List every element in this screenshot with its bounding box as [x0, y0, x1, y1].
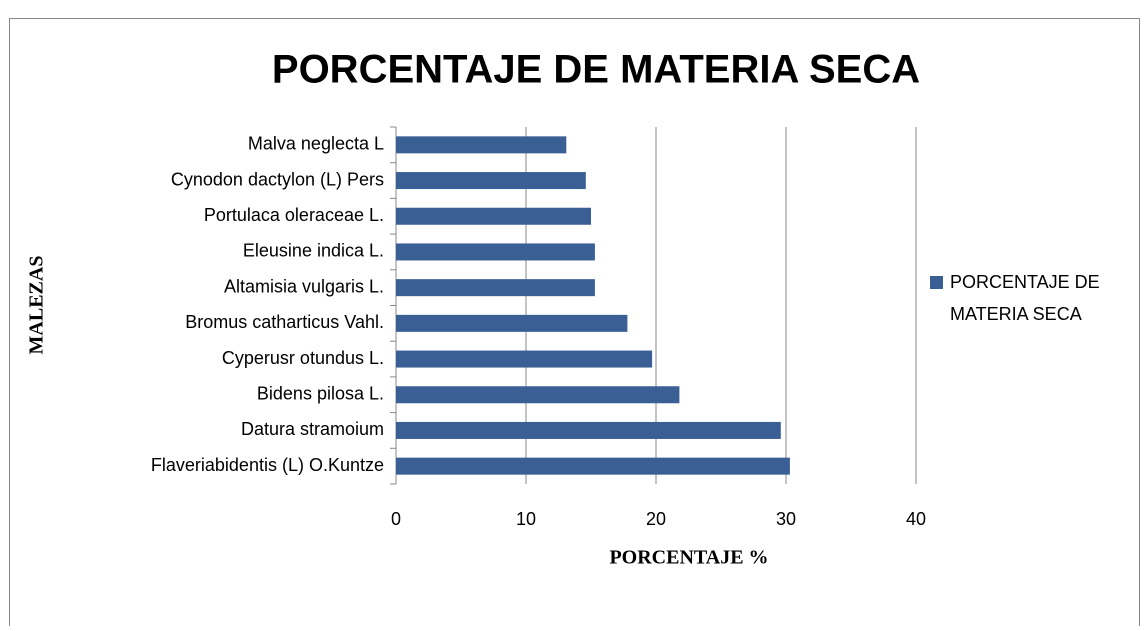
x-tick-label: 30 — [776, 509, 796, 529]
bar — [396, 350, 653, 368]
bar — [396, 172, 586, 190]
bar — [396, 457, 790, 475]
bar — [396, 421, 781, 439]
y-tick-label: Cynodon dactylon (L) Pers — [171, 169, 384, 189]
y-tick-label: Altamisia vulgaris L. — [224, 276, 384, 296]
x-tick-label: 0 — [391, 509, 401, 529]
x-tick-label: 40 — [906, 509, 926, 529]
x-tick-label: 10 — [516, 509, 536, 529]
legend-label: PORCENTAJE DE MATERIA SECA — [950, 272, 1100, 324]
bar — [396, 243, 595, 261]
y-tick-label: Portulaca oleraceae L. — [204, 205, 384, 225]
chart-title: PORCENTAJE DE MATERIA SECA — [272, 48, 920, 92]
y-axis-label: MALEZAS — [26, 256, 48, 355]
bar — [396, 314, 628, 332]
y-tick-label: Bromus catharticus Vahl. — [185, 312, 384, 332]
y-tick-label: Cyperusr otundus L. — [222, 348, 384, 368]
y-tick-label: Bidens pilosa L. — [257, 384, 384, 404]
bar — [396, 207, 591, 225]
y-tick-label: Malva neglecta L — [248, 134, 384, 154]
y-tick-label: Datura stramoium — [241, 419, 384, 439]
bar — [396, 136, 567, 154]
y-tick-label: Flaveriabidentis (L) O.Kuntze — [151, 455, 384, 475]
x-axis-label: PORCENTAJE % — [609, 547, 768, 569]
bar — [396, 279, 595, 297]
x-tick-label: 20 — [646, 509, 666, 529]
bar — [396, 386, 680, 404]
y-tick-label: Eleusine indica L. — [243, 241, 384, 261]
legend-swatch — [930, 276, 943, 289]
